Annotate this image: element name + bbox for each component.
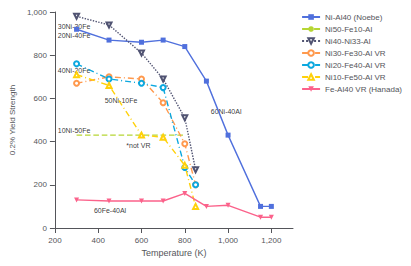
svg-text:*not VR: *not VR <box>126 142 150 149</box>
svg-text:0.2% Yield Strength: 0.2% Yield Strength <box>8 85 17 155</box>
svg-text:50Ni-10Fe: 50Ni-10Fe <box>104 97 138 105</box>
svg-text:Ni-Al40 (Noebe): Ni-Al40 (Noebe) <box>325 13 383 22</box>
svg-text:400: 400 <box>34 137 48 146</box>
svg-text:Ni20-Fe40-Al VR: Ni20-Fe40-Al VR <box>325 61 386 70</box>
svg-text:Ni30-Fe30-Al VR: Ni30-Fe30-Al VR <box>325 49 386 58</box>
svg-text:30Ni-30Fe: 30Ni-30Fe <box>57 22 91 30</box>
svg-text:Ni40-Ni33-Al: Ni40-Ni33-Al <box>325 37 371 46</box>
svg-text:Ni10-Fe50-Al VR: Ni10-Fe50-Al VR <box>325 73 386 82</box>
svg-text:1,000: 1,000 <box>27 8 48 17</box>
svg-text:600: 600 <box>135 236 149 245</box>
svg-text:60Ni-40Al: 60Ni-40Al <box>211 108 242 115</box>
svg-text:Ni50-Fe10-Al: Ni50-Fe10-Al <box>325 25 372 34</box>
svg-text:200: 200 <box>48 236 62 245</box>
svg-text:600: 600 <box>34 94 48 103</box>
svg-text:20Ni-40Fe: 20Ni-40Fe <box>58 32 91 39</box>
svg-text:0: 0 <box>42 224 47 233</box>
svg-text:800: 800 <box>178 236 192 245</box>
svg-text:40Ni-20Fe: 40Ni-20Fe <box>57 66 91 74</box>
svg-text:60Fe-40Al: 60Fe-40Al <box>94 207 127 214</box>
svg-text:200: 200 <box>34 180 48 189</box>
svg-text:Fe-Al40 VR (Hanada): Fe-Al40 VR (Hanada) <box>325 85 402 94</box>
svg-text:400: 400 <box>92 236 106 245</box>
svg-text:1,000: 1,000 <box>218 236 239 245</box>
svg-text:1,200: 1,200 <box>261 236 282 245</box>
svg-text:Temperature (K): Temperature (K) <box>141 248 206 258</box>
svg-text:800: 800 <box>34 51 48 60</box>
svg-text:10Ni-50Fe: 10Ni-50Fe <box>58 127 91 134</box>
